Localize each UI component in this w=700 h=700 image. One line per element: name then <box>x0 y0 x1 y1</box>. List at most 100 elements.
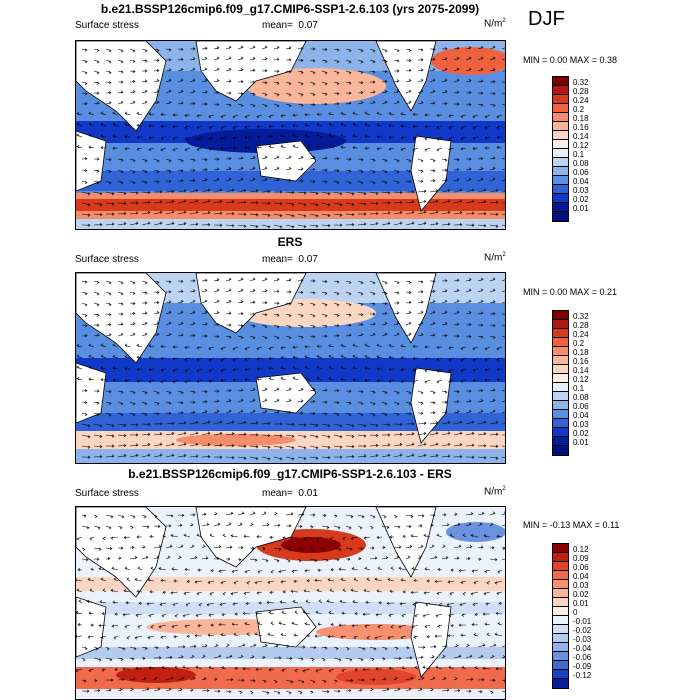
colorbar-tick-label: 0.2 <box>573 104 585 114</box>
colorbar-tick-label: 0.03 <box>573 580 589 590</box>
colorbar-tick-label: 0.28 <box>573 320 589 330</box>
stress-vectors <box>76 277 505 461</box>
panel2-left-label: Surface stress <box>75 254 139 265</box>
colorbar-swatch <box>553 176 568 185</box>
panel2-mean-value: 0.07 <box>298 254 318 265</box>
colorbar-swatch <box>553 77 568 86</box>
panel1-left-label: Surface stress <box>75 20 139 31</box>
panel3-mean-label: mean= 0.01 <box>262 488 318 499</box>
colorbar-swatch <box>553 356 568 365</box>
colorbar-tick-label: 0.2 <box>573 338 585 348</box>
colorbar-tick-label: -0.04 <box>573 643 592 653</box>
panel3-map <box>75 506 506 700</box>
colorbar-tick-label: 0.12 <box>573 544 589 554</box>
panel1-units: N/m2 <box>484 18 506 30</box>
colorbar-tick-label: -0.06 <box>573 652 592 662</box>
colorbar-swatch <box>553 185 568 194</box>
colorbar-tick-label: 0.16 <box>573 356 589 366</box>
colorbar-tick-label: 0.32 <box>573 311 589 321</box>
colorbar-tick-label: 0.12 <box>573 140 589 150</box>
panel3-colorbar <box>552 543 569 689</box>
panel2-units: N/m2 <box>484 252 506 264</box>
colorbar-swatch <box>553 562 568 571</box>
colorbar-tick-label: 0.06 <box>573 167 589 177</box>
colorbar-tick-label: 0.32 <box>573 77 589 87</box>
colorbar-swatch <box>553 113 568 122</box>
colorbar-tick-label: 0.09 <box>573 553 589 563</box>
stress-vectors <box>76 511 505 695</box>
colorbar-tick-label: -0.12 <box>573 670 592 680</box>
colorbar-swatch <box>553 634 568 643</box>
colorbar-swatch <box>553 140 568 149</box>
colorbar-swatch <box>553 95 568 104</box>
colorbar-tick-label: 0.01 <box>573 598 589 608</box>
colorbar-swatch <box>553 544 568 553</box>
colorbar-swatch <box>553 167 568 176</box>
panel1-title: b.e21.BSSP126cmip6.f09_g17.CMIP6-SSP1-2.… <box>100 2 480 16</box>
colorbar-tick-label: 0.06 <box>573 562 589 572</box>
colorbar-tick-label: 0.04 <box>573 410 589 420</box>
colorbar-swatch <box>553 661 568 670</box>
colorbar-tick-label: 0.1 <box>573 149 585 159</box>
colorbar-swatch <box>553 428 568 437</box>
colorbar-tick-label: 0.08 <box>573 392 589 402</box>
colorbar-swatch <box>553 104 568 113</box>
panel2-title: ERS <box>277 235 303 249</box>
panel3-mean-value: 0.01 <box>298 488 318 499</box>
colorbar-tick-label: 0.02 <box>573 428 589 438</box>
panel3-title: b.e21.BSSP126cmip6.f09_g17.CMIP6-SSP1-2.… <box>128 467 452 481</box>
panel3-units: N/m2 <box>484 486 506 498</box>
colorbar-swatch <box>553 383 568 392</box>
colorbar-swatch <box>553 392 568 401</box>
colorbar-swatch <box>553 338 568 347</box>
colorbar-tick-label: -0.01 <box>573 616 592 626</box>
colorbar-swatch <box>553 401 568 410</box>
colorbar-swatch <box>553 571 568 580</box>
season-label: DJF <box>528 8 565 30</box>
colorbar-swatch <box>553 446 568 455</box>
colorbar-swatch <box>553 320 568 329</box>
colorbar-swatch <box>553 670 568 679</box>
colorbar-tick-label: 0.04 <box>573 571 589 581</box>
colorbar-swatch <box>553 203 568 212</box>
panel3-left-label: Surface stress <box>75 488 139 499</box>
panel1-map <box>75 40 506 230</box>
colorbar-swatch <box>553 410 568 419</box>
colorbar-tick-label: 0.03 <box>573 185 589 195</box>
colorbar-swatch <box>553 580 568 589</box>
colorbar-tick-label: 0.28 <box>573 86 589 96</box>
panel1-mean-label: mean= 0.07 <box>262 20 318 31</box>
colorbar-swatch <box>553 643 568 652</box>
panel3-minmax: MIN = -0.13 MAX = 0.11 <box>523 520 620 530</box>
colorbar-tick-label: 0.24 <box>573 329 589 339</box>
panel1-minmax: MIN = 0.00 MAX = 0.38 <box>523 55 618 65</box>
colorbar-swatch <box>553 419 568 428</box>
colorbar-swatch <box>553 679 568 688</box>
colorbar-tick-label: 0.01 <box>573 437 589 447</box>
colorbar-swatch <box>553 347 568 356</box>
colorbar-swatch <box>553 329 568 338</box>
colorbar-tick-label: 0.1 <box>573 383 585 393</box>
colorbar-swatch <box>553 625 568 634</box>
colorbar-swatch <box>553 311 568 320</box>
colorbar-swatch <box>553 158 568 167</box>
colorbar-tick-label: 0.03 <box>573 419 589 429</box>
colorbar-tick-label: 0.01 <box>573 203 589 213</box>
colorbar-tick-label: 0.14 <box>573 365 589 375</box>
colorbar-swatch <box>553 607 568 616</box>
colorbar-swatch <box>553 131 568 140</box>
colorbar-tick-label: 0.06 <box>573 401 589 411</box>
colorbar-swatch <box>553 149 568 158</box>
panel2-minmax: MIN = 0.00 MAX = 0.21 <box>523 287 618 297</box>
colorbar-swatch <box>553 86 568 95</box>
colorbar-swatch <box>553 589 568 598</box>
colorbar-swatch <box>553 598 568 607</box>
colorbar-swatch <box>553 616 568 625</box>
colorbar-swatch <box>553 194 568 203</box>
colorbar-swatch <box>553 374 568 383</box>
colorbar-tick-label: -0.09 <box>573 661 592 671</box>
colorbar-swatch <box>553 122 568 131</box>
colorbar-swatch <box>553 212 568 221</box>
colorbar-tick-label: 0.04 <box>573 176 589 186</box>
colorbar-swatch <box>553 437 568 446</box>
